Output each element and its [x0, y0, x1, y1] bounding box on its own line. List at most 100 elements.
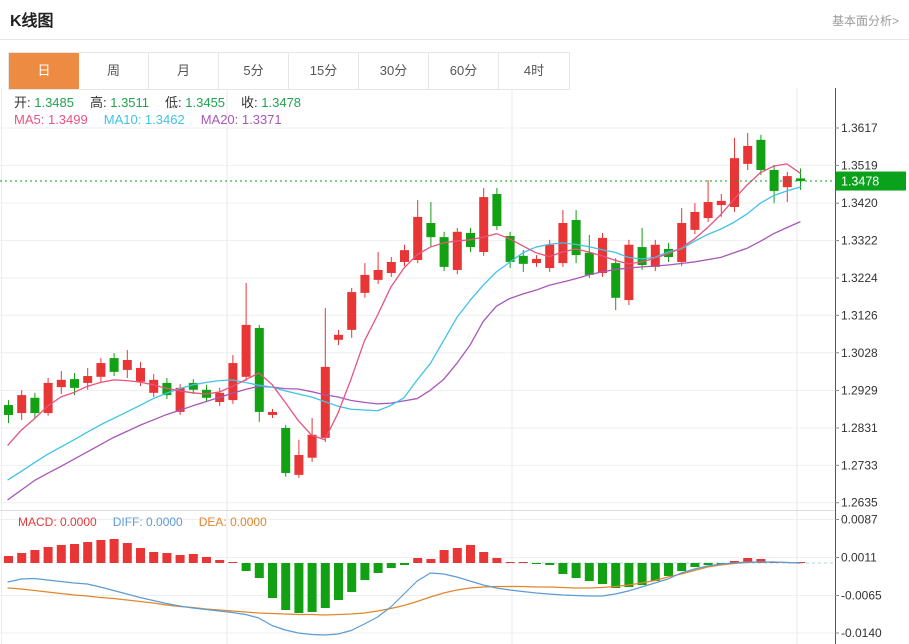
axis-tick-label: 1.3322: [841, 234, 878, 248]
macd-bar: [690, 563, 700, 567]
ohlc-info-bar: 开: 1.3485 高: 1.3511 低: 1.3455 收: 1.3478: [14, 92, 317, 111]
macd-bar: [202, 557, 211, 563]
macd-bar: [149, 552, 159, 563]
candle-body: [400, 250, 409, 262]
candle-body: [703, 202, 713, 219]
macd-bar: [505, 562, 515, 563]
candle-body: [479, 197, 489, 253]
tab-60分[interactable]: 60分: [429, 53, 499, 89]
candle-body: [4, 405, 13, 415]
axis-tick-label: 0.0087: [841, 513, 878, 527]
candle-body: [611, 263, 621, 298]
axis-tick-label: 1.3420: [841, 196, 878, 210]
macd-bar: [545, 563, 555, 565]
axis-tick-label: -0.0140: [841, 626, 882, 640]
info-segment: MA20: 1.3371: [200, 112, 282, 127]
macd-bar: [492, 558, 502, 563]
macd-bar: [83, 542, 93, 563]
candle-body: [782, 176, 792, 188]
candle-body: [17, 395, 27, 414]
macd-bar: [413, 558, 423, 563]
macd-bar: [743, 558, 753, 563]
macd-histogram: [4, 539, 805, 613]
candle-body: [413, 216, 423, 261]
tab-30分[interactable]: 30分: [359, 53, 429, 89]
macd-bar: [136, 548, 145, 563]
candle-body: [122, 360, 132, 370]
macd-bar: [664, 563, 673, 576]
macd-bar: [175, 555, 185, 563]
tab-4时[interactable]: 4时: [499, 53, 569, 89]
macd-bar: [254, 563, 264, 578]
ma10-line: [7, 186, 801, 481]
tab-5分[interactable]: 5分: [219, 53, 289, 89]
candle-body: [149, 379, 159, 393]
tab-周[interactable]: 周: [79, 53, 149, 89]
candle-body: [650, 244, 660, 267]
macd-bar: [347, 563, 357, 592]
current-price-label: 1.3478: [841, 175, 879, 189]
candle-body: [241, 324, 251, 377]
info-segment: DIFF: 0.0000: [112, 515, 183, 529]
macd-bar: [215, 560, 225, 563]
candle-body: [268, 411, 277, 415]
candle-body: [294, 455, 304, 475]
macd-bar: [518, 562, 528, 563]
candle-body: [730, 158, 739, 207]
tab-15分[interactable]: 15分: [289, 53, 359, 89]
candle-body: [281, 427, 291, 473]
axis-tick-label: 0.0011: [841, 551, 877, 565]
candle-body: [228, 363, 238, 401]
candle-body: [43, 382, 53, 414]
macd-bar: [307, 563, 317, 612]
candle-body: [347, 292, 357, 330]
candle-body: [30, 397, 40, 414]
axis-tick-label: 1.3224: [841, 271, 878, 285]
macd-bar: [294, 563, 304, 613]
candle-body: [360, 274, 370, 293]
ma20-line: [7, 221, 801, 501]
candle-body: [743, 145, 753, 164]
candle-body: [492, 194, 502, 227]
tab-日[interactable]: 日: [9, 53, 79, 89]
macd-bar: [558, 563, 568, 574]
candle-body: [452, 231, 462, 270]
candle-body: [426, 223, 436, 238]
macd-bar: [109, 539, 119, 563]
axis-tick-label: 1.2831: [841, 421, 878, 435]
axis-tick-label: 1.3028: [841, 346, 878, 360]
tab-月[interactable]: 月: [149, 53, 219, 89]
candle-body: [175, 387, 185, 412]
ma5-line: [7, 163, 801, 446]
info-segment: MA5: 1.3499: [14, 112, 88, 127]
candle-body: [188, 382, 198, 390]
fundamental-analysis-link[interactable]: 基本面分析>: [831, 14, 899, 28]
macd-bar: [730, 561, 739, 563]
candle-body: [70, 379, 79, 388]
macd-bar: [532, 563, 541, 564]
candle-body: [254, 327, 264, 412]
diff-line: [7, 561, 801, 636]
macd-bar: [584, 563, 594, 581]
dea-line: [7, 561, 801, 616]
macd-bar: [637, 563, 647, 585]
macd-bar: [56, 545, 66, 563]
axis-tick-label: 1.2929: [841, 384, 878, 398]
candle-body: [624, 244, 634, 301]
macd-bar: [373, 563, 383, 573]
candle-body: [505, 235, 515, 262]
info-segment: MACD: 0.0000: [18, 515, 97, 529]
candle-body: [756, 139, 766, 170]
macd-info-bar: MACD: 0.0000 DIFF: 0.0000 DEA: 0.0000: [18, 515, 283, 529]
header: K线图 基本面分析>: [0, 0, 909, 40]
info-segment: 低: 1.3455: [165, 95, 226, 110]
period-tab-bar: 日周月 5分 15分 30分 60分 4时: [8, 52, 570, 90]
axis-tick-label: 1.2635: [841, 496, 878, 510]
candle-body: [518, 255, 528, 264]
candle-body: [677, 223, 687, 262]
macd-bar: [439, 550, 449, 563]
macd-bar: [268, 563, 277, 598]
info-segment: 开: 1.3485: [14, 95, 74, 110]
